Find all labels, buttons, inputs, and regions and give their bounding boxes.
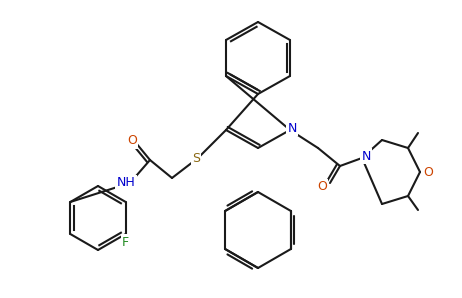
Text: S: S [192, 151, 200, 164]
Text: O: O [317, 181, 327, 193]
Text: F: F [122, 235, 129, 249]
Text: NH: NH [116, 176, 135, 190]
Text: N: N [287, 122, 297, 134]
Text: N: N [361, 150, 371, 162]
Text: O: O [127, 134, 137, 148]
Text: O: O [423, 165, 433, 179]
